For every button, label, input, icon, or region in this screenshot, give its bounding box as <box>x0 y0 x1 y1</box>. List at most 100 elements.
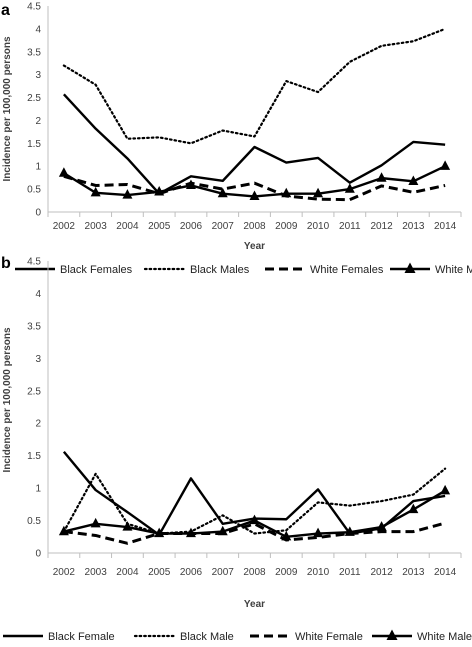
y-axis-title: Incidence per 100,000 persons <box>2 36 13 182</box>
y-tick-label: 3 <box>35 70 41 81</box>
data-point-marker <box>58 525 69 536</box>
x-tick-label: 2009 <box>275 221 298 232</box>
legend-item: Black Males <box>143 264 250 276</box>
y-axis-title: Incidence per 100,000 persons <box>2 327 13 473</box>
y-tick-label: 1.5 <box>27 451 41 462</box>
x-tick-label: 2011 <box>339 567 361 578</box>
series-line <box>62 27 447 145</box>
data-point-marker <box>440 160 451 170</box>
x-tick-label: 2014 <box>434 221 457 232</box>
data-point-marker <box>154 185 165 196</box>
data-point-marker <box>281 530 292 541</box>
series-line <box>63 489 446 538</box>
y-tick-label: 3.5 <box>27 47 41 58</box>
data-point-marker <box>344 526 355 536</box>
series-black-males <box>62 27 447 145</box>
y-tick-label: 3 <box>35 354 41 365</box>
series-line <box>63 521 446 545</box>
panel-label: b <box>1 255 11 272</box>
y-tick-label: 1 <box>35 484 41 495</box>
x-tick-label: 2010 <box>307 567 330 578</box>
y-tick-label: 0 <box>35 549 41 560</box>
legend-marker <box>386 629 398 640</box>
y-tick-label: 1 <box>35 162 41 173</box>
y-tick-label: 4 <box>35 289 41 300</box>
x-axis-title: Year <box>244 241 265 252</box>
x-tick-label: 2009 <box>275 567 298 578</box>
x-tick-label: 2003 <box>85 567 108 578</box>
data-point-marker <box>90 186 101 197</box>
y-tick-label: 2 <box>35 419 41 430</box>
legend: Black Females Black Males White Females Whi… <box>15 262 472 276</box>
data-point-marker <box>217 525 228 536</box>
data-point-marker <box>154 527 165 538</box>
y-tick-label: 2 <box>35 116 41 127</box>
x-tick-label: 2008 <box>243 221 266 232</box>
data-point-marker <box>249 190 260 201</box>
data-point-marker <box>249 514 260 525</box>
chart-panel-b: b 0 0.5 1 1.5 2 2.5 3 3.5 4 4.5 2002 2003 2004 2005 200… <box>1 255 472 643</box>
x-tick-label: 2004 <box>116 567 139 578</box>
chart-panel-a: a 0 0.5 1 1.5 2 2.5 3 3.5 4 4.5 2002 2003 2004 2005 200… <box>1 2 472 277</box>
x-tick-label: 2007 <box>212 221 235 232</box>
data-point-marker <box>376 521 387 531</box>
x-tick-label: 2006 <box>180 221 203 232</box>
y-tick-label: 2.5 <box>27 93 41 104</box>
y-tick-label: 3.5 <box>27 321 41 332</box>
data-point-marker <box>185 179 196 190</box>
x-tick-label: 2012 <box>370 221 393 232</box>
x-tick-label: 2006 <box>180 567 203 578</box>
y-tick-label: 1.5 <box>27 139 41 150</box>
legend-label: White Female <box>295 631 363 643</box>
legend-marker <box>404 262 416 273</box>
x-tick-label: 2004 <box>116 221 139 232</box>
data-point-marker <box>408 503 419 514</box>
y-tick-label: 4.5 <box>27 2 41 13</box>
y-tick-label: 0.5 <box>27 185 41 196</box>
data-point-marker <box>313 187 324 198</box>
legend-item: White Male <box>372 629 472 643</box>
data-point-marker <box>90 517 101 528</box>
y-tick-label: 0.5 <box>27 516 41 527</box>
data-point-marker <box>122 521 133 531</box>
legend-label: White Male <box>417 631 472 643</box>
x-axis-title: Year <box>244 599 265 610</box>
x-tick-label: 2013 <box>402 567 425 578</box>
series-black-females <box>62 93 446 195</box>
x-tick-label: 2012 <box>370 567 393 578</box>
x-tick-label: 2005 <box>148 221 171 232</box>
legend-label: Black Female <box>48 631 115 643</box>
legend-item: Black Male <box>133 631 234 643</box>
series-white-male <box>58 484 451 541</box>
x-tick-label: 2008 <box>243 567 266 578</box>
x-tick-label: 2011 <box>339 221 361 232</box>
series-line <box>63 174 446 202</box>
x-tick-label: 2002 <box>53 221 76 232</box>
data-point-marker <box>122 189 133 199</box>
data-point-marker <box>58 167 69 177</box>
data-point-marker <box>344 183 355 193</box>
legend-item: White Females <box>265 264 384 276</box>
x-tick-label: 2005 <box>148 567 171 578</box>
y-tick-label: 2.5 <box>27 386 41 397</box>
legend-label: Black Females <box>60 264 133 276</box>
data-point-marker <box>217 187 228 198</box>
x-tick-label: 2007 <box>212 567 235 578</box>
x-tick-label: 2013 <box>402 221 425 232</box>
data-point-marker <box>376 172 387 182</box>
y-tick-label: 4.5 <box>27 257 41 268</box>
legend-label: Black Males <box>190 264 250 276</box>
legend-item: White Female <box>250 631 363 643</box>
legend-label: White Females <box>310 264 384 276</box>
series-line <box>62 93 446 195</box>
y-tick-label: 4 <box>35 24 41 35</box>
legend-label: White Males <box>435 264 472 276</box>
data-point-marker <box>440 484 451 495</box>
data-point-marker <box>281 187 292 198</box>
x-tick-label: 2003 <box>85 221 108 232</box>
data-point-marker <box>408 175 419 185</box>
legend: Black Female Black Male White Female White … <box>3 629 472 643</box>
data-point-marker <box>313 527 324 538</box>
